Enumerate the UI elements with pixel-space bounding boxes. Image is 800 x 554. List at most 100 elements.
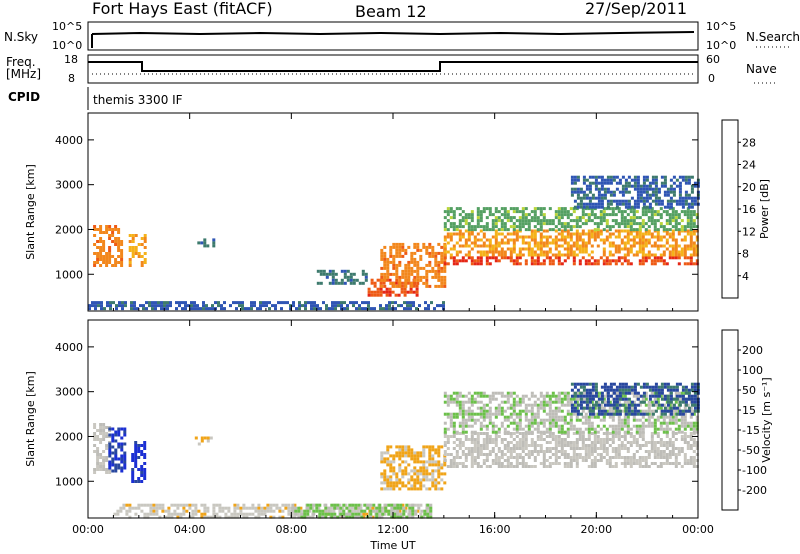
data-cell (470, 394, 474, 398)
data-cell (470, 232, 474, 236)
data-cell (348, 503, 352, 507)
data-cell (647, 400, 651, 404)
data-cell (680, 247, 684, 251)
data-cell (626, 459, 630, 462)
data-cell (615, 406, 619, 410)
data-cell (488, 210, 492, 214)
data-cell (627, 181, 631, 185)
data-cell (572, 453, 576, 456)
data-cell (143, 462, 147, 465)
data-cell (343, 272, 347, 276)
data-cell (617, 444, 621, 447)
data-cell (420, 509, 424, 513)
data-cell (599, 441, 603, 444)
data-cell (648, 205, 652, 209)
data-cell (554, 424, 558, 428)
data-cell (437, 263, 441, 267)
data-cell (108, 445, 112, 449)
data-cell (548, 421, 552, 425)
data-cell (627, 175, 631, 179)
data-cell (692, 462, 696, 465)
data-cell (105, 444, 109, 447)
data-cell (554, 397, 558, 401)
data-cell (494, 435, 498, 438)
data-cell (422, 472, 426, 476)
data-cell (114, 457, 118, 461)
data-cell (497, 409, 501, 413)
data-cell (668, 456, 672, 459)
data-cell (590, 450, 594, 453)
data-cell (108, 261, 112, 264)
data-cell (521, 394, 525, 398)
data-cell (108, 442, 112, 446)
data-cell (105, 459, 109, 462)
data-cell (476, 444, 480, 447)
data-cell (93, 261, 97, 264)
data-cell (123, 427, 127, 431)
data-cell (629, 244, 633, 248)
data-cell (632, 415, 636, 419)
data-cell (372, 503, 376, 507)
data-cell (494, 397, 498, 401)
data-cell (524, 207, 528, 211)
data-cell (684, 181, 688, 185)
data-cell (581, 397, 585, 401)
data-cell (464, 456, 468, 459)
data-cell (340, 281, 344, 285)
data-cell (594, 196, 598, 200)
data-cell (530, 403, 534, 407)
data-cell (608, 225, 612, 229)
data-cell (642, 184, 646, 188)
data-cell (521, 438, 525, 441)
data-cell (647, 456, 651, 459)
data-cell (518, 222, 522, 226)
data-cell (659, 222, 663, 226)
data-cell (633, 406, 637, 410)
data-cell (524, 406, 528, 410)
data-cell (291, 509, 295, 513)
data-cell (641, 259, 645, 263)
data-cell (663, 385, 667, 389)
data-cell (407, 515, 411, 519)
data-cell (491, 228, 495, 232)
data-cell (651, 385, 655, 389)
data-cell (443, 444, 447, 447)
data-cell (620, 435, 624, 438)
data-cell (120, 261, 124, 264)
power-ylabel: Slant Range [km] (24, 164, 37, 260)
data-cell (618, 391, 622, 395)
data-cell (521, 465, 525, 468)
data-cell (434, 260, 438, 264)
data-cell (599, 403, 603, 407)
data-cell (623, 456, 627, 459)
data-cell (359, 503, 363, 507)
data-cell (401, 448, 405, 452)
data-cell (557, 238, 561, 242)
data-cell (605, 219, 609, 223)
data-cell (605, 441, 609, 444)
colorbar-tick-label: 15 (742, 404, 756, 417)
data-cell (411, 506, 415, 510)
data-cell (386, 463, 390, 467)
data-cell (503, 465, 507, 468)
data-cell (134, 252, 138, 255)
data-cell (684, 175, 688, 179)
data-cell (349, 281, 353, 285)
data-cell (99, 249, 103, 252)
data-cell (425, 509, 429, 513)
data-cell (443, 210, 447, 214)
data-cell (452, 421, 456, 425)
data-cell (301, 304, 304, 308)
data-cell (310, 301, 313, 305)
data-cell (497, 250, 501, 254)
data-cell (449, 453, 453, 456)
data-cell (624, 382, 628, 386)
data-cell (681, 388, 685, 392)
data-cell (413, 263, 417, 267)
data-cell (683, 418, 687, 422)
data-cell (494, 210, 498, 214)
data-cell (120, 445, 124, 449)
data-cell (392, 281, 396, 285)
data-cell (665, 421, 669, 425)
data-cell (437, 272, 441, 276)
